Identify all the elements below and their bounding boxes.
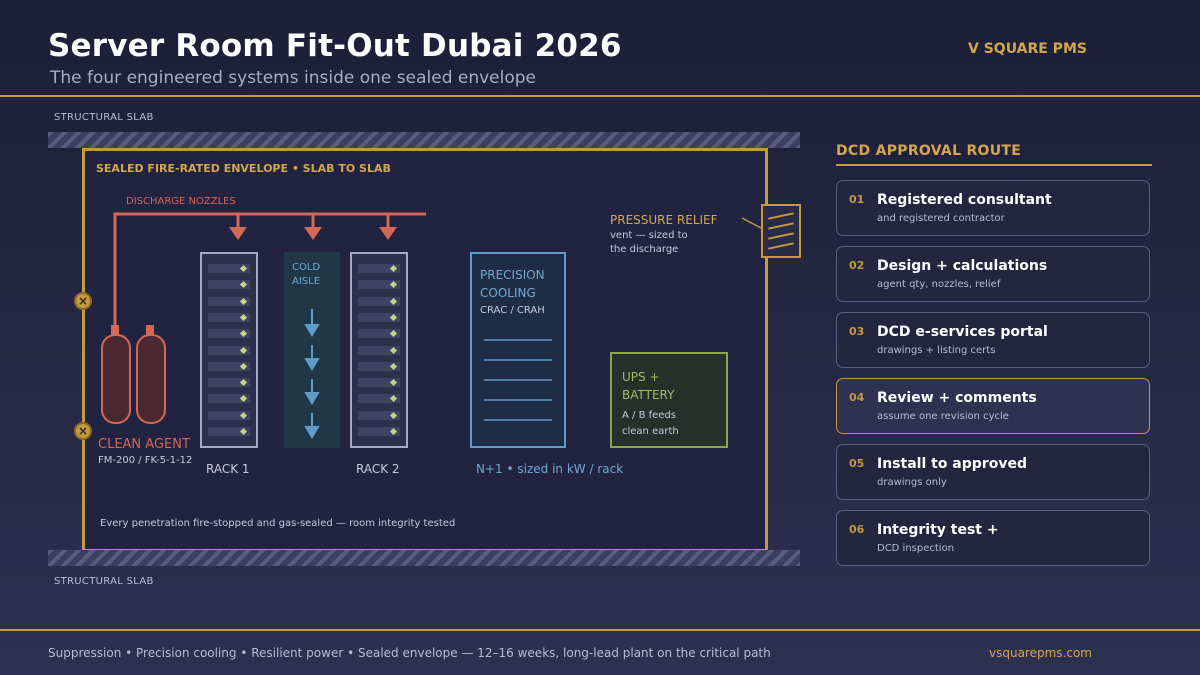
- penetration-seal-icon: ×: [74, 422, 92, 440]
- server-slot: [358, 394, 400, 404]
- nozzle-3: [379, 227, 397, 240]
- rack-2-label: RACK 2: [356, 462, 400, 476]
- server-slot: [208, 427, 250, 436]
- server-slot: [358, 361, 400, 371]
- rack-1: [200, 252, 258, 448]
- penetration-seal-icon: ×: [74, 292, 92, 310]
- route-step-01: 01 Registered consultant and registered co…: [836, 180, 1150, 236]
- clean-agent-label: CLEAN AGENT: [98, 437, 190, 452]
- structural-slab-top: [48, 132, 800, 148]
- step-subtitle: drawings only: [877, 477, 947, 488]
- step-title: Install to approved: [877, 456, 1027, 472]
- cooling-label-1: PRECISION: [480, 268, 545, 282]
- server-slot: [208, 345, 250, 355]
- step-number: 03: [849, 325, 865, 338]
- step-subtitle: DCD inspection: [877, 543, 955, 554]
- step-number: 02: [849, 259, 865, 272]
- server-slot: [208, 296, 250, 306]
- cooling-coil-icon: [484, 339, 552, 421]
- server-slot: [208, 361, 250, 371]
- step-number: 04: [849, 391, 865, 404]
- rack-2: [350, 252, 408, 448]
- structural-slab-bottom: [48, 550, 800, 566]
- nozzle-2: [304, 227, 322, 240]
- pressure-relief-sub-2: the discharge: [610, 244, 679, 255]
- cold-aisle-label-1: COLD: [292, 262, 321, 273]
- step-subtitle: assume one revision cycle: [877, 411, 1009, 422]
- route-step-04: 04 Review + comments assume one revision c…: [836, 378, 1150, 434]
- footer-summary: Suppression • Precision cooling • Resili…: [48, 646, 771, 660]
- step-subtitle: and registered contractor: [877, 213, 1005, 224]
- airflow-arrows-icon: [304, 309, 320, 439]
- cooling-note: N+1 • sized in kW / rack: [476, 462, 624, 476]
- pressure-relief-label: PRESSURE RELIEF: [610, 213, 718, 227]
- server-slot: [208, 378, 250, 388]
- ups-sub-1: A / B feeds: [622, 410, 676, 421]
- route-title: DCD APPROVAL ROUTE: [836, 143, 1022, 159]
- server-slot: [358, 427, 400, 436]
- discharge-nozzles-label: DISCHARGE NOZZLES: [126, 196, 236, 207]
- server-slot: [358, 410, 400, 420]
- step-title: Registered consultant: [877, 192, 1052, 208]
- precision-cooling-unit: [470, 252, 566, 448]
- slab-top-label: STRUCTURAL SLAB: [54, 112, 154, 123]
- cold-aisle-label-2: AISLE: [292, 276, 321, 287]
- pressure-relief-vent-icon: [761, 204, 801, 258]
- step-subtitle: drawings + listing certs: [877, 345, 996, 356]
- ups-label-1: UPS +: [622, 370, 660, 384]
- step-subtitle: agent qty, nozzles, relief: [877, 279, 1001, 290]
- server-slot: [208, 329, 250, 339]
- server-slot: [358, 378, 400, 388]
- route-divider: [836, 164, 1152, 166]
- rack-1-label: RACK 1: [206, 462, 250, 476]
- ups-sub-2: clean earth: [622, 426, 679, 437]
- envelope-label: SEALED FIRE-RATED ENVELOPE • SLAB TO SLA…: [96, 162, 391, 175]
- server-slot: [208, 394, 250, 404]
- route-step-02: 02 Design + calculations agent qty, nozzle…: [836, 246, 1150, 302]
- page-title: Server Room Fit-Out Dubai 2026: [48, 28, 622, 64]
- route-step-03: 03 DCD e-services portal drawings + listin…: [836, 312, 1150, 368]
- server-slot: [358, 296, 400, 306]
- server-slot: [358, 280, 400, 290]
- step-number: 06: [849, 523, 865, 536]
- server-slot: [208, 280, 250, 290]
- footer-url[interactable]: vsquarepms.com: [989, 646, 1092, 660]
- agent-cylinder-1: [101, 334, 131, 424]
- page-subtitle: The four engineered systems inside one s…: [50, 68, 537, 88]
- cylinder-neck: [146, 325, 154, 337]
- server-slot: [358, 329, 400, 339]
- route-step-06: 06 Integrity test + DCD inspection: [836, 510, 1150, 566]
- step-title: Review + comments: [877, 390, 1037, 406]
- clean-agent-sub: FM-200 / FK-5-1-12: [98, 455, 193, 466]
- nozzle-1: [229, 227, 247, 240]
- ups-battery-unit: [610, 352, 728, 448]
- brand-logo: V SQUARE PMS: [968, 41, 1087, 57]
- server-slot: [208, 410, 250, 420]
- step-number: 01: [849, 193, 865, 206]
- integrity-footnote: Every penetration fire-stopped and gas-s…: [100, 518, 456, 529]
- cylinder-neck: [111, 325, 119, 337]
- step-title: Integrity test +: [877, 522, 999, 538]
- footer-divider: [0, 629, 1200, 631]
- slab-bottom-label: STRUCTURAL SLAB: [54, 576, 154, 587]
- route-step-05: 05 Install to approved drawings only: [836, 444, 1150, 500]
- server-slot: [358, 312, 400, 322]
- server-slot: [208, 264, 250, 273]
- server-slot: [208, 312, 250, 322]
- server-slot: [358, 345, 400, 355]
- server-slot: [358, 264, 400, 273]
- step-title: Design + calculations: [877, 258, 1048, 274]
- agent-cylinder-2: [136, 334, 166, 424]
- pressure-relief-sub-1: vent — sized to: [610, 230, 688, 241]
- cooling-sub: CRAC / CRAH: [480, 305, 545, 316]
- header-divider: [0, 95, 1200, 97]
- suppression-piping: [113, 212, 762, 330]
- step-title: DCD e-services portal: [877, 324, 1048, 340]
- ups-label-2: BATTERY: [622, 388, 675, 402]
- cooling-label-2: COOLING: [480, 286, 536, 300]
- step-number: 05: [849, 457, 865, 470]
